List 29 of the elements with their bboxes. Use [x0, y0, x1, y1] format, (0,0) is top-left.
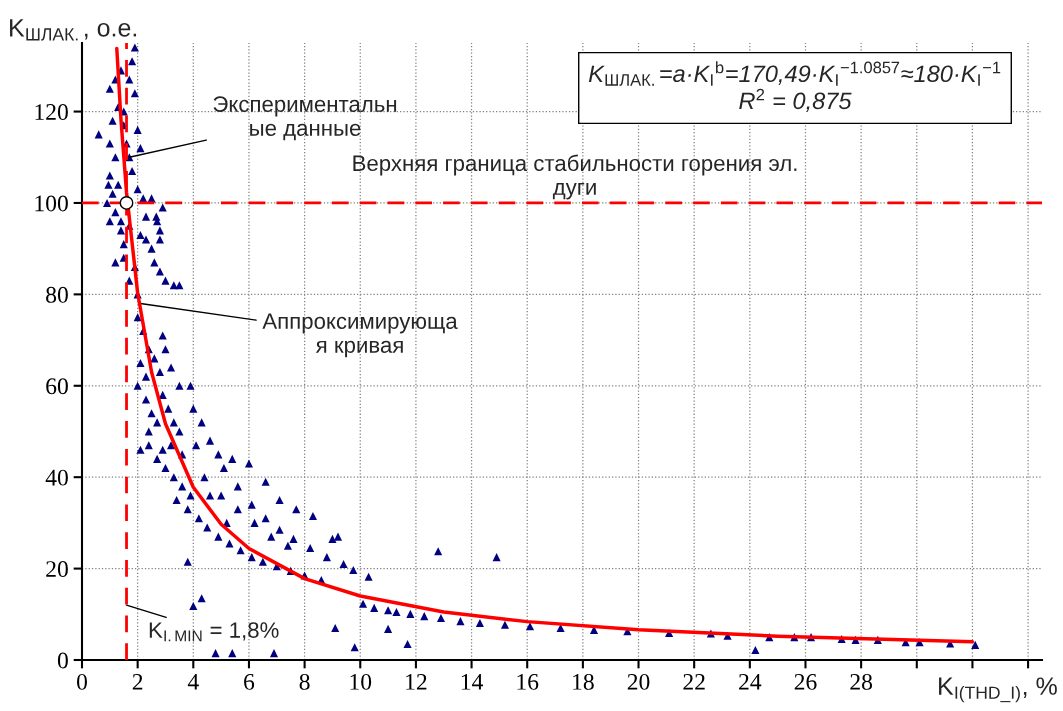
x-tick-label: 26: [794, 673, 817, 690]
y-tick-label: 0: [57, 652, 68, 669]
x-tick-label: 14: [461, 673, 483, 690]
x-axis-title: K$_{I(THD_I)}$, %: [939, 677, 1057, 703]
x-tick-label: 6: [244, 673, 255, 690]
ref-line-label: Верхняя граница стабильности горения эл. дуги: [353, 154, 797, 200]
x-tick-label: 0: [77, 673, 87, 690]
x-tick-label: 10: [350, 673, 372, 690]
x-tick-label: 16: [517, 673, 539, 690]
y-tick-label: 80: [46, 286, 68, 303]
x-tick-label: 4: [187, 674, 199, 690]
x-tick-label: 8: [299, 673, 310, 690]
y-axis-title: K$_{ШЛАК.}$, о.е.: [10, 19, 137, 41]
annotation: K$_{I.MIN}$ = 1,8%: [149, 622, 279, 642]
x-tick-label: 24: [739, 673, 762, 690]
x-tick-label: 22: [683, 673, 705, 690]
x-tick-label: 18: [573, 673, 594, 690]
y-tick-label: 40: [45, 469, 68, 486]
y-tick-label: 100: [35, 195, 68, 212]
x-tick-label: 2: [132, 673, 143, 690]
annotation: Экспериментальн ые данные: [213, 96, 397, 141]
x-tick-label: 28: [850, 673, 873, 690]
text: K$_{ШЛАК.}$=a·K$_{I}$$^{b}$=170,49·K$_{I}$$^{−1.0857}$≈180·K$_{I}$$^{−1}$ R$^{2}$ = 0,875: [588, 61, 1001, 113]
x-tick-label: 12: [406, 673, 427, 690]
annotation: Аппроксимирующа я кривая: [262, 313, 458, 358]
y-tick-label: 60: [46, 378, 68, 395]
x-tick-label: 20: [627, 673, 650, 690]
y-tick-label: 120: [35, 104, 68, 120]
y-tick-label: 20: [46, 561, 68, 578]
